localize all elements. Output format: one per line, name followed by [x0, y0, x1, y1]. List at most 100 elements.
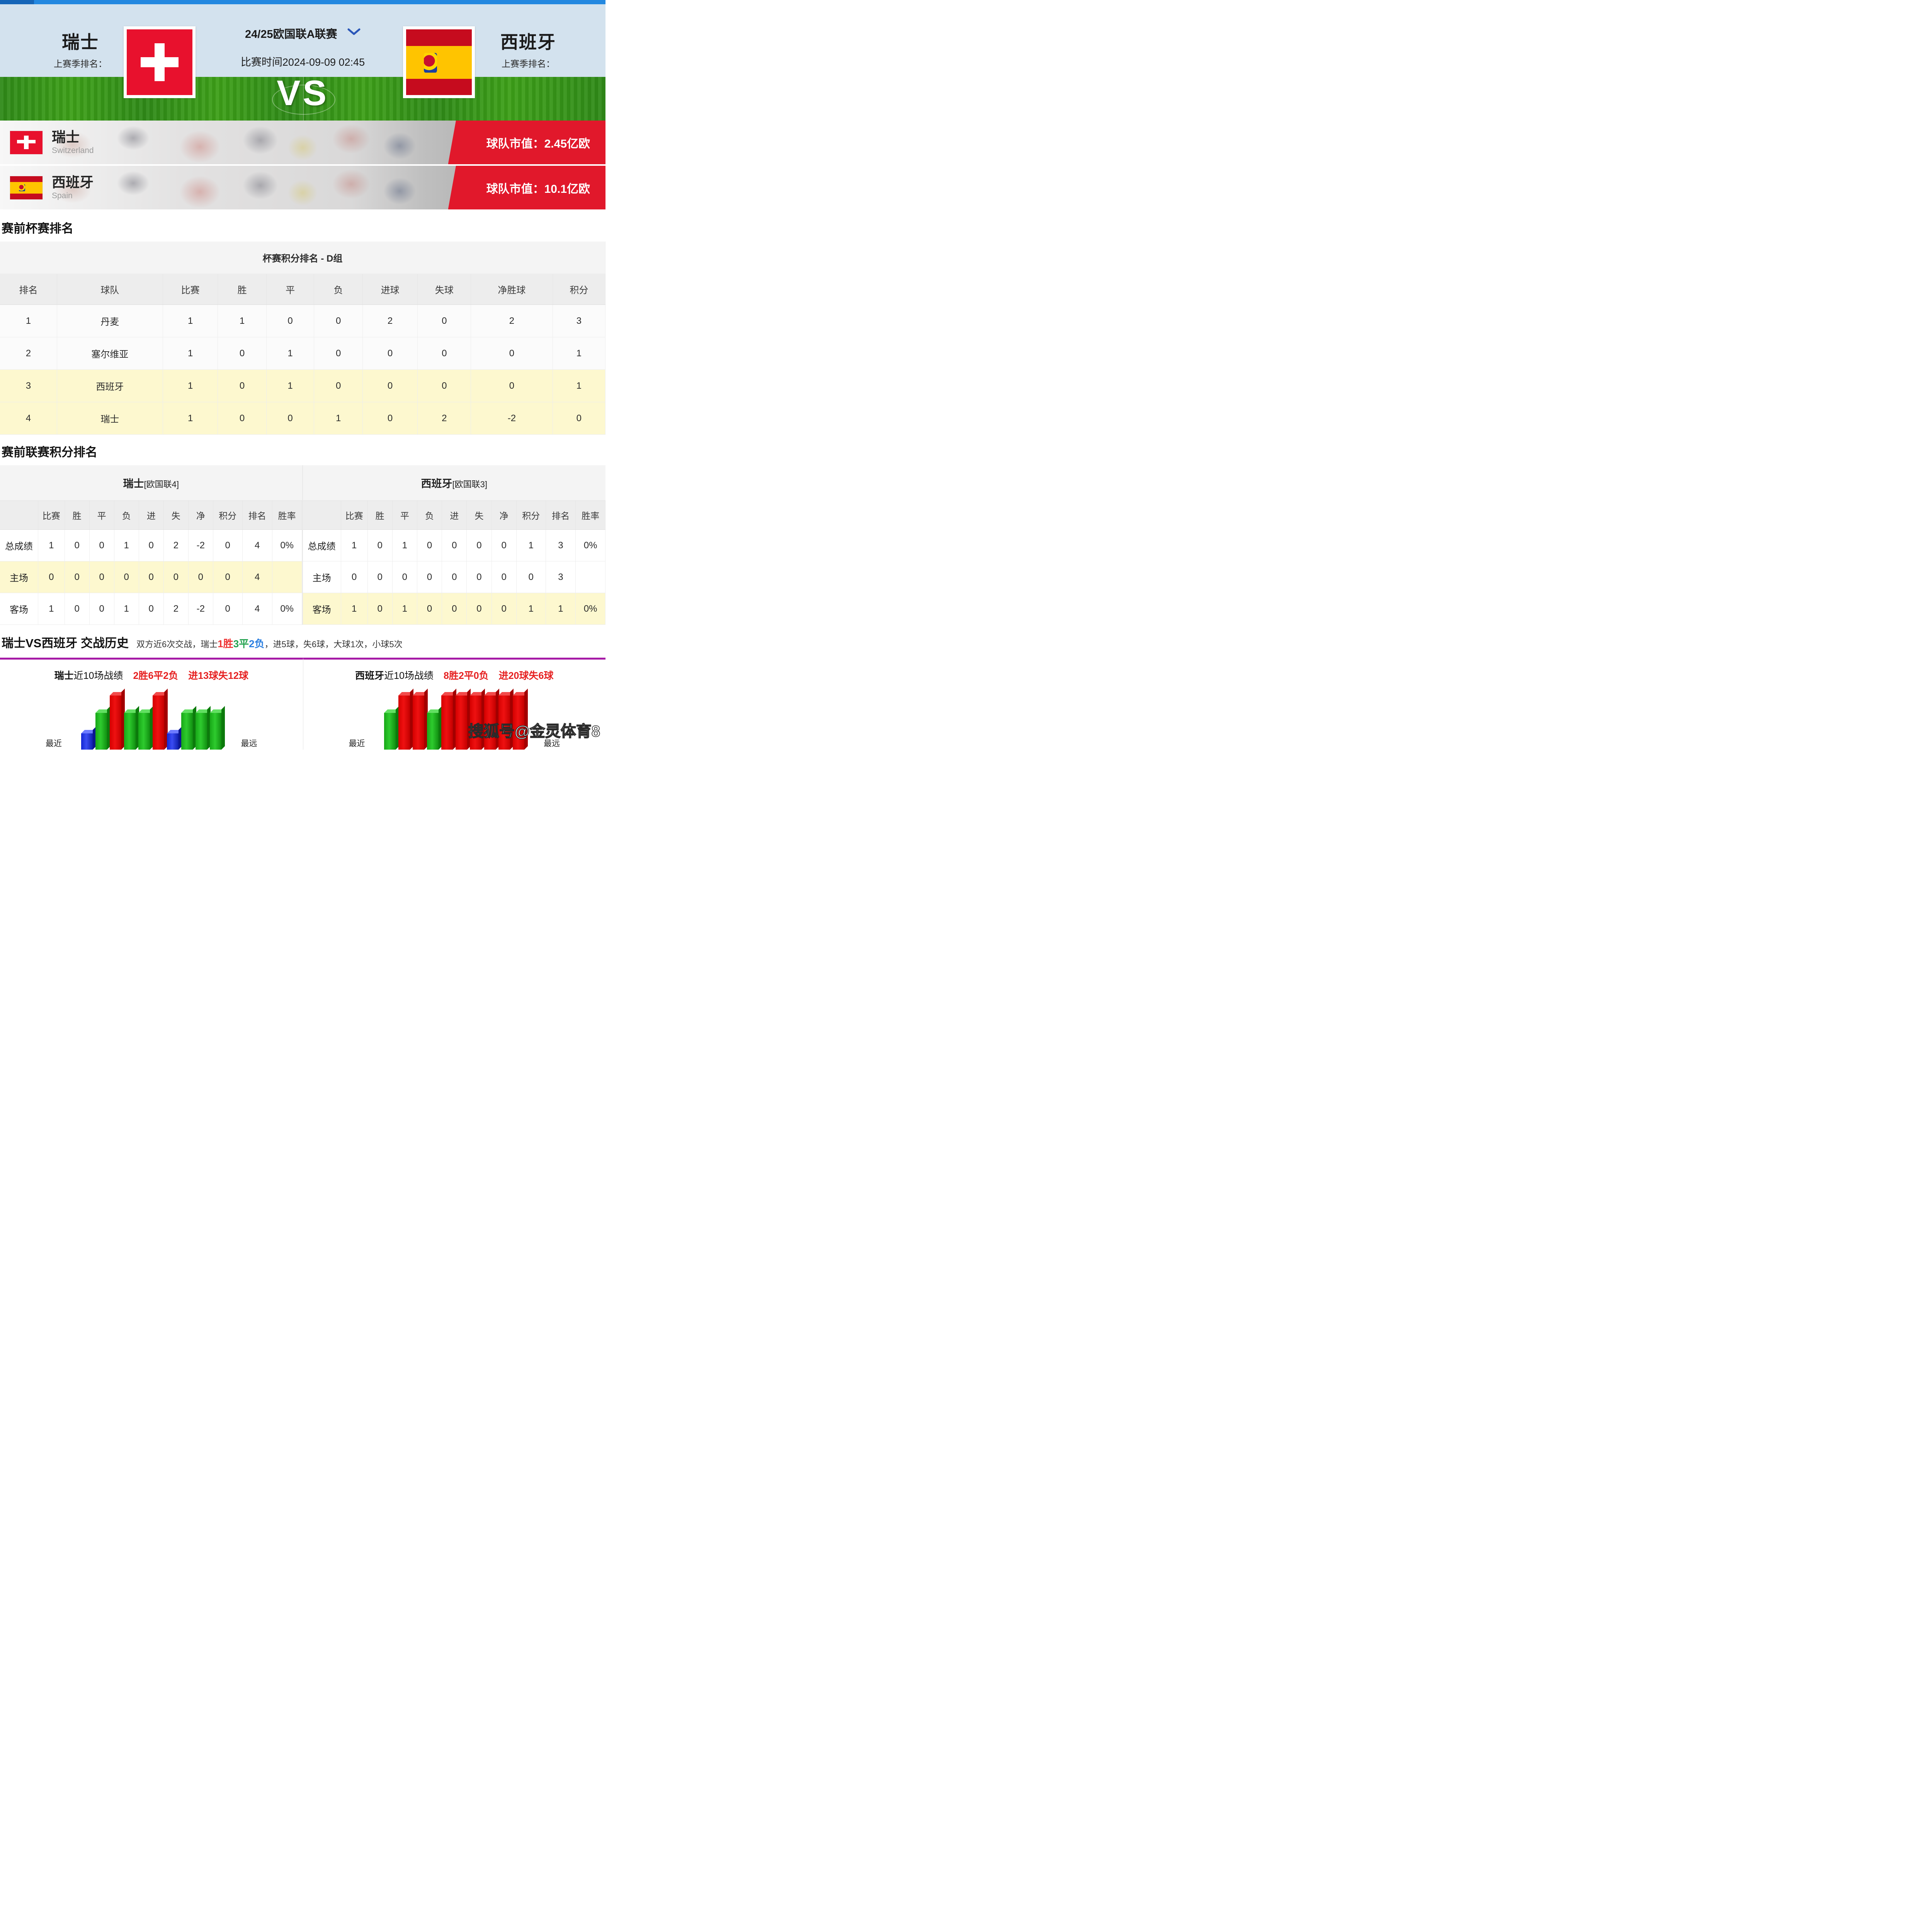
form-bar-win — [456, 689, 471, 750]
table-row[interactable]: 主场 0 0 0 0 0 0 0 0 3 — [303, 561, 605, 593]
cell-rank: 4 — [0, 402, 57, 435]
h2h-draws: 3平 — [233, 638, 249, 650]
match-header-hero: 瑞士 上赛季排名： 24/25欧国联A联赛 比赛时间2024-09-09 02:… — [0, 4, 605, 121]
table-row[interactable]: 2 塞尔维亚 1 0 1 0 0 0 0 1 — [0, 337, 605, 370]
form-wins: 8胜2平0负 — [443, 670, 489, 681]
cell-goals-against: 0 — [466, 593, 492, 625]
form-bar-win — [498, 689, 514, 750]
form-bar-loss — [167, 726, 182, 750]
cell-goals-against: 2 — [163, 529, 189, 561]
cell-goal-diff: 0 — [492, 529, 517, 561]
market-value-text: 球队市值：2.45亿欧 — [486, 137, 590, 150]
cell-played: 1 — [38, 593, 65, 625]
table-row[interactable]: 客场 1 0 1 0 0 0 0 1 1 0% — [303, 593, 605, 625]
cell-goal-diff: -2 — [188, 593, 213, 625]
table-row[interactable]: 总成绩 1 0 0 1 0 2 -2 0 4 0% — [0, 529, 302, 561]
topbar-dark-segment — [0, 0, 34, 4]
team-name-cn: 瑞士 — [52, 129, 80, 145]
form-team-name: 西班牙 — [355, 670, 384, 681]
match-time: 比赛时间2024-09-09 02:45 — [240, 56, 365, 68]
table-row[interactable]: 4 瑞士 1 0 0 1 0 2 -2 0 — [0, 402, 605, 435]
table-row[interactable]: 总成绩 1 0 1 0 0 0 0 1 3 0% — [303, 529, 605, 561]
market-value-row-away: 西班牙 Spain 球队市值：10.1亿欧 — [0, 166, 605, 209]
form-bar-win — [398, 689, 414, 750]
head-to-head-bar: 瑞士VS西班牙 交战历史 双方近6次交战，瑞士1胜3平2负，进5球，失6球，大球… — [0, 625, 605, 658]
cell-played: 1 — [163, 337, 218, 370]
cell-points: 1 — [516, 593, 546, 625]
chevron-down-icon[interactable] — [347, 28, 361, 36]
team-name-en: Switzerland — [52, 146, 94, 155]
table-row[interactable]: 3 西班牙 1 0 1 0 0 0 0 1 — [0, 369, 605, 402]
cell-lost: 1 — [114, 593, 139, 625]
form-bar-draw — [138, 706, 154, 750]
col-goals-for: 进 — [442, 501, 467, 530]
away-form-heading: 西班牙近10场战绩 8胜2平0负 进20球失6球 — [355, 670, 554, 681]
league-info: 24/25欧国联A联赛 比赛时间2024-09-09 02:45 — [0, 25, 605, 69]
form-bar-win — [110, 689, 125, 750]
cell-goal-diff: -2 — [188, 529, 213, 561]
cell-goals-for: 0 — [442, 561, 467, 593]
league-standings-home: 瑞士[欧国联4] 比赛 胜 平 负 进 失 净 — [0, 465, 303, 625]
form-bar-draw — [124, 706, 139, 750]
form-bar-draw — [196, 706, 211, 750]
cell-rank: 4 — [242, 593, 272, 625]
form-bar-draw — [95, 706, 111, 750]
cell-points: 0 — [553, 402, 605, 435]
cell-win-rate — [575, 561, 605, 593]
caption-team-name: 西班牙 — [421, 478, 452, 490]
home-form-chart: 最近 最远 — [0, 686, 303, 750]
cell-won: 0 — [65, 593, 90, 625]
table-row[interactable]: 主场 0 0 0 0 0 0 0 0 4 — [0, 561, 302, 593]
recent-form-wrapper: 瑞士近10场战绩 2胜6平2负 进13球失12球 最近 最远 西班牙近10场战绩 8胜… — [0, 658, 605, 750]
cell-lost: 1 — [314, 402, 363, 435]
market-value-text: 球队市值：10.1亿欧 — [486, 182, 590, 196]
col-blank — [303, 501, 341, 530]
cell-goal-diff: 0 — [471, 337, 553, 370]
home-form-heading: 瑞士近10场战绩 2胜6平2负 进13球失12球 — [54, 670, 248, 681]
cell-goals-for: 0 — [442, 593, 467, 625]
col-rank: 排名 — [242, 501, 272, 530]
cell-played: 1 — [163, 369, 218, 402]
pitch-background — [0, 77, 605, 121]
h2h-wins: 1胜 — [218, 638, 233, 650]
table-row[interactable]: 客场 1 0 0 1 0 2 -2 0 4 0% — [0, 593, 302, 625]
home-team-flag — [124, 26, 196, 98]
table-row[interactable]: 1 丹麦 1 1 0 0 2 0 2 3 — [0, 304, 605, 337]
cell-played: 0 — [341, 561, 368, 593]
cell-goals-against: 0 — [466, 529, 492, 561]
spain-flag-icon — [10, 176, 43, 199]
cell-played: 1 — [341, 529, 368, 561]
cell-points: 1 — [516, 529, 546, 561]
cell-drawn: 1 — [266, 337, 315, 370]
cell-rank: 3 — [0, 369, 57, 402]
cell-points: 0 — [213, 593, 243, 625]
form-bar-loss — [81, 726, 97, 750]
head-to-head-title: 瑞士VS西班牙 交战历史 — [2, 636, 129, 650]
axis-label-oldest: 最远 — [241, 739, 257, 748]
team-name-en: Spain — [52, 191, 73, 201]
col-goals-against: 失 — [163, 501, 189, 530]
form-team-name: 瑞士 — [54, 670, 74, 681]
cell-win-rate: 0% — [272, 593, 302, 625]
league-name[interactable]: 24/25欧国联A联赛 — [245, 28, 337, 41]
cell-won: 0 — [367, 529, 393, 561]
col-blank — [0, 501, 38, 530]
col-team: 球队 — [57, 274, 163, 305]
cell-rank: 1 — [0, 304, 57, 337]
home-league-table: 比赛 胜 平 负 进 失 净 积分 排名 胜率 总成绩 — [0, 501, 302, 625]
col-rank: 排名 — [546, 501, 576, 530]
cell-points: 1 — [553, 369, 605, 402]
cell-drawn: 0 — [89, 529, 114, 561]
form-bar-win — [153, 689, 168, 750]
col-points: 积分 — [213, 501, 243, 530]
cell-lost: 0 — [417, 593, 442, 625]
cell-won: 0 — [218, 337, 267, 370]
spain-flag-icon — [406, 29, 472, 95]
home-team-name: 瑞士 — [62, 32, 99, 52]
col-goal-diff: 净 — [492, 501, 517, 530]
caption-league-tag: [欧国联3] — [452, 480, 487, 489]
cell-goals-against: 2 — [163, 593, 189, 625]
cell-points: 3 — [553, 304, 605, 337]
form-bar-win — [441, 689, 457, 750]
col-goals-for: 进 — [139, 501, 164, 530]
